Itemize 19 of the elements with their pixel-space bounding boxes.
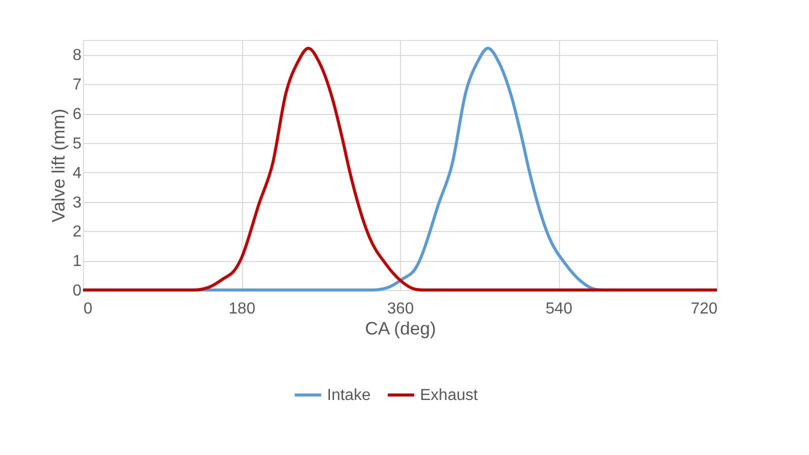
x-axis-title: CA (deg) xyxy=(364,318,436,338)
line-series xyxy=(82,46,718,292)
legend-label: Intake xyxy=(327,387,371,404)
y-tick-label: 8 xyxy=(72,47,82,64)
y-axis-title: Valve lift (mm) xyxy=(48,108,69,222)
y-tick-label: 5 xyxy=(72,135,82,152)
x-tick-label: 360 xyxy=(387,300,414,318)
y-tick-label: 4 xyxy=(72,164,82,182)
x-tick-label: 0 xyxy=(84,300,92,318)
y-tick-label: 7 xyxy=(72,76,82,94)
y-tick-label: 2 xyxy=(72,224,82,241)
x-tick-label: 180 xyxy=(228,300,256,318)
y-tick-label: 1 xyxy=(72,253,82,270)
x-tick-label: 540 xyxy=(546,300,572,318)
y-tick-label: 3 xyxy=(72,194,82,212)
x-tick-label: 720 xyxy=(690,300,718,318)
y-tick-label: 0 xyxy=(72,282,82,300)
y-tick-label: 6 xyxy=(72,106,82,124)
legend-label: Exhaust xyxy=(420,387,478,404)
